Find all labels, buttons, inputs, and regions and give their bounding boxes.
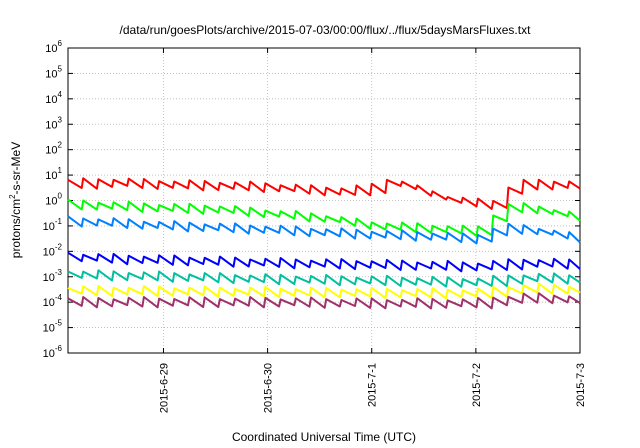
y-tick-label-exp: -5 <box>55 319 63 328</box>
y-tick-label: 10-4 <box>43 293 63 309</box>
x-tick-label: 2015-7-2 <box>471 363 483 407</box>
x-tick-label: 2015-7-1 <box>367 363 379 407</box>
y-tick-label-base: 10 <box>45 43 57 55</box>
y-tick-label: 100 <box>45 192 62 208</box>
y-tick-label-exp: 6 <box>58 39 63 48</box>
x-axis: 2015-6-29 2015-6-30 2015-7-1 2015-7-2 2015-7… <box>158 48 587 413</box>
grid <box>68 48 580 353</box>
y-tick-label-exp: 4 <box>58 90 63 99</box>
y-tick-label-exp: 3 <box>58 115 63 124</box>
y-axis: 10-610-510-410-310-210-11001011021031041… <box>43 39 580 360</box>
x-tick-label: 2015-7-3 <box>575 363 587 407</box>
y-tick-label-base: 10 <box>45 170 57 182</box>
y-tick-label: 105 <box>45 64 62 80</box>
y-tick-label-base: 10 <box>43 272 55 284</box>
y-tick-label-exp: -3 <box>55 268 63 277</box>
y-tick-label-exp: -4 <box>55 293 63 302</box>
y-tick-label-exp: 0 <box>58 192 63 201</box>
y-tick-label-base: 10 <box>45 119 57 131</box>
series-line-6 <box>67 282 581 300</box>
y-tick-label-exp: -1 <box>55 217 63 226</box>
y-tick-label: 10-3 <box>43 268 63 284</box>
x-axis-label: Coordinated Universal Time (UTC) <box>232 430 416 444</box>
y-tick-label-exp: -2 <box>55 242 63 251</box>
y-axis-label-base: protons/cm <box>9 199 23 258</box>
y-tick-label: 104 <box>45 90 62 106</box>
y-tick-label-base: 10 <box>45 94 57 106</box>
chart-title: /data/run/goesPlots/archive/2015-07-03/0… <box>120 23 532 37</box>
y-tick-label: 106 <box>45 39 62 55</box>
y-tick-label-base: 10 <box>43 297 55 309</box>
series-line-7 <box>67 292 581 310</box>
y-tick-label-base: 10 <box>45 68 57 80</box>
y-tick-label-base: 10 <box>45 196 57 208</box>
x-tick-label: 2015-6-30 <box>263 363 275 413</box>
series-line-4 <box>67 251 581 273</box>
y-tick-label-exp: 2 <box>58 141 63 150</box>
y-tick-label-exp: 1 <box>58 166 63 175</box>
y-tick-label: 102 <box>45 141 62 157</box>
y-tick-label: 10-6 <box>43 344 63 360</box>
series-line-2 <box>67 198 581 237</box>
series-line-5 <box>67 269 581 288</box>
y-tick-label: 103 <box>45 115 62 131</box>
y-tick-label-base: 10 <box>43 348 55 360</box>
y-axis-label-sup: 2 <box>8 194 17 199</box>
y-tick-label: 10-1 <box>43 217 63 233</box>
y-tick-label-base: 10 <box>43 221 55 233</box>
series-line-1 <box>67 177 581 210</box>
y-tick-label-base: 10 <box>43 323 55 335</box>
series-layer <box>67 177 581 310</box>
y-tick-label-exp: 5 <box>58 64 63 73</box>
y-tick-label: 101 <box>45 166 62 182</box>
y-tick-label: 10-5 <box>43 319 63 335</box>
y-tick-label: 10-2 <box>43 242 63 258</box>
x-tick-label: 2015-6-29 <box>158 363 170 413</box>
y-axis-label: protons/cm2-s-sr-MeV <box>8 142 23 258</box>
series-line-3 <box>67 215 581 245</box>
y-tick-label-base: 10 <box>43 246 55 258</box>
y-tick-label-exp: -6 <box>55 344 63 353</box>
y-axis-label-rest: -s-sr-MeV <box>9 142 23 195</box>
y-tick-label-base: 10 <box>45 145 57 157</box>
